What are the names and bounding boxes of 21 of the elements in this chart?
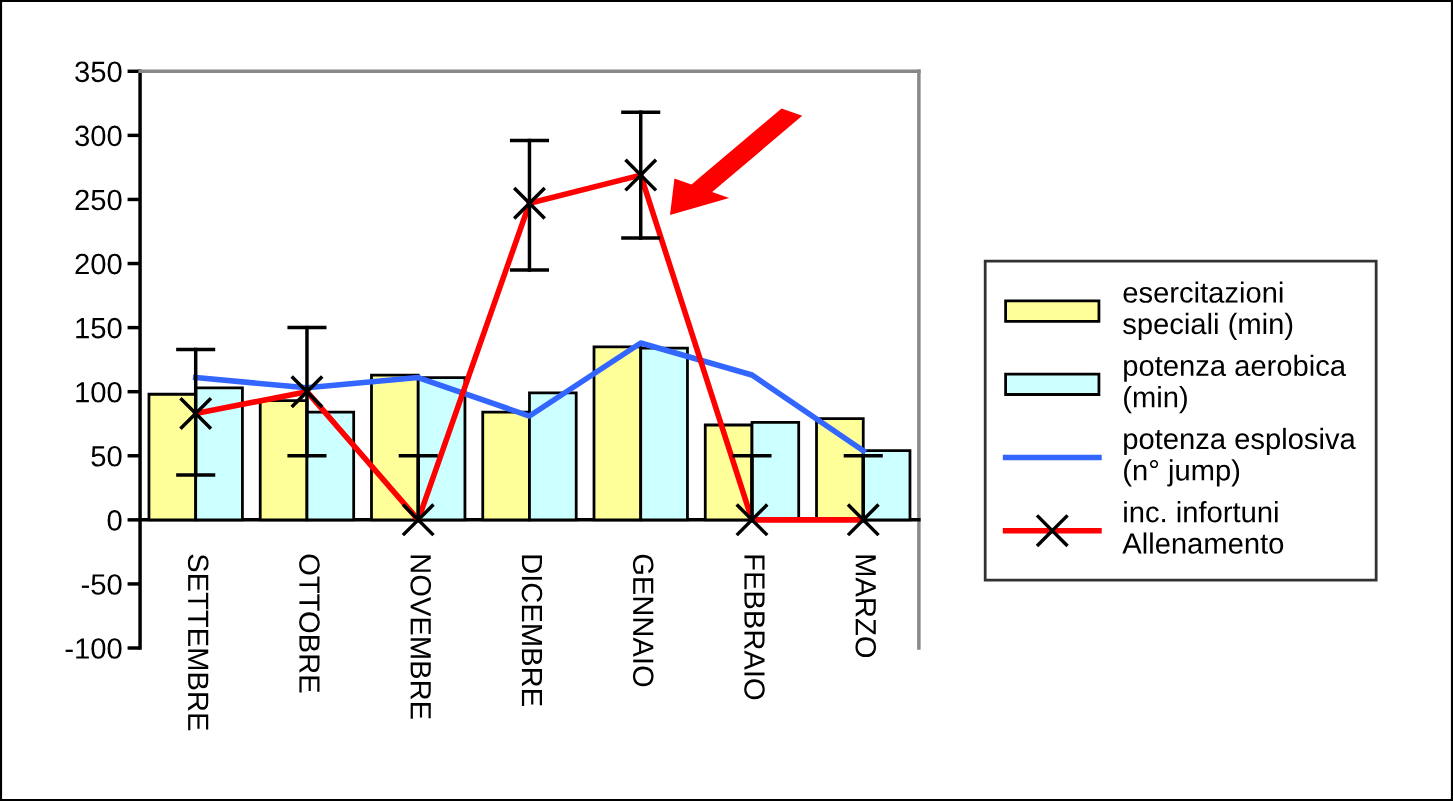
x-tick-label: FEBBRAIO xyxy=(744,555,765,700)
y-tick-label: -100 xyxy=(65,638,122,659)
y-tick-label: 150 xyxy=(76,317,122,339)
y-tick-label: 200 xyxy=(75,253,122,275)
y-tick-label: 350 xyxy=(75,61,122,83)
y-tick-label: 0 xyxy=(107,510,122,531)
x-tick-label: OTTOBRE xyxy=(299,554,320,693)
legend-label: esercitazioni speciali (min) xyxy=(1123,281,1293,341)
x-tick-label: DICEMBRE xyxy=(521,555,543,706)
x-tick-label: NOVEMBRE xyxy=(410,555,432,719)
y-tick-label: 50 xyxy=(91,445,122,467)
y-tick-label: 300 xyxy=(75,125,122,147)
legend-label: potenza aerobica (min) xyxy=(1124,354,1347,414)
y-tick-label: 250 xyxy=(75,189,122,211)
x-tick-label: GENNAIO xyxy=(632,554,654,687)
x-tick-label: SETTEMBRE xyxy=(187,554,209,731)
y-tick-label: 100 xyxy=(76,381,122,403)
y-tick-label: -50 xyxy=(81,574,122,595)
legend-label: inc. infortuni Allenamento xyxy=(1122,501,1284,554)
legend-label: potenza esplosiva (n° jump) xyxy=(1124,427,1356,487)
x-tick-label: MARZO xyxy=(855,555,877,658)
